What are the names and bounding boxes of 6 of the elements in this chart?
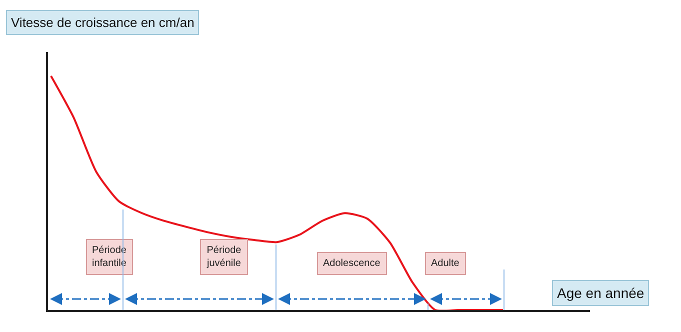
annotation: Adolescence [323,258,381,269]
annotation: Période juvénile [206,245,242,269]
annotation: Période infantile [92,245,127,269]
y-axis-title: Vitesse de croissance en cm/an [11,15,194,30]
annotation: Adulte [431,258,460,269]
x-axis-title: Age en année [557,285,644,301]
